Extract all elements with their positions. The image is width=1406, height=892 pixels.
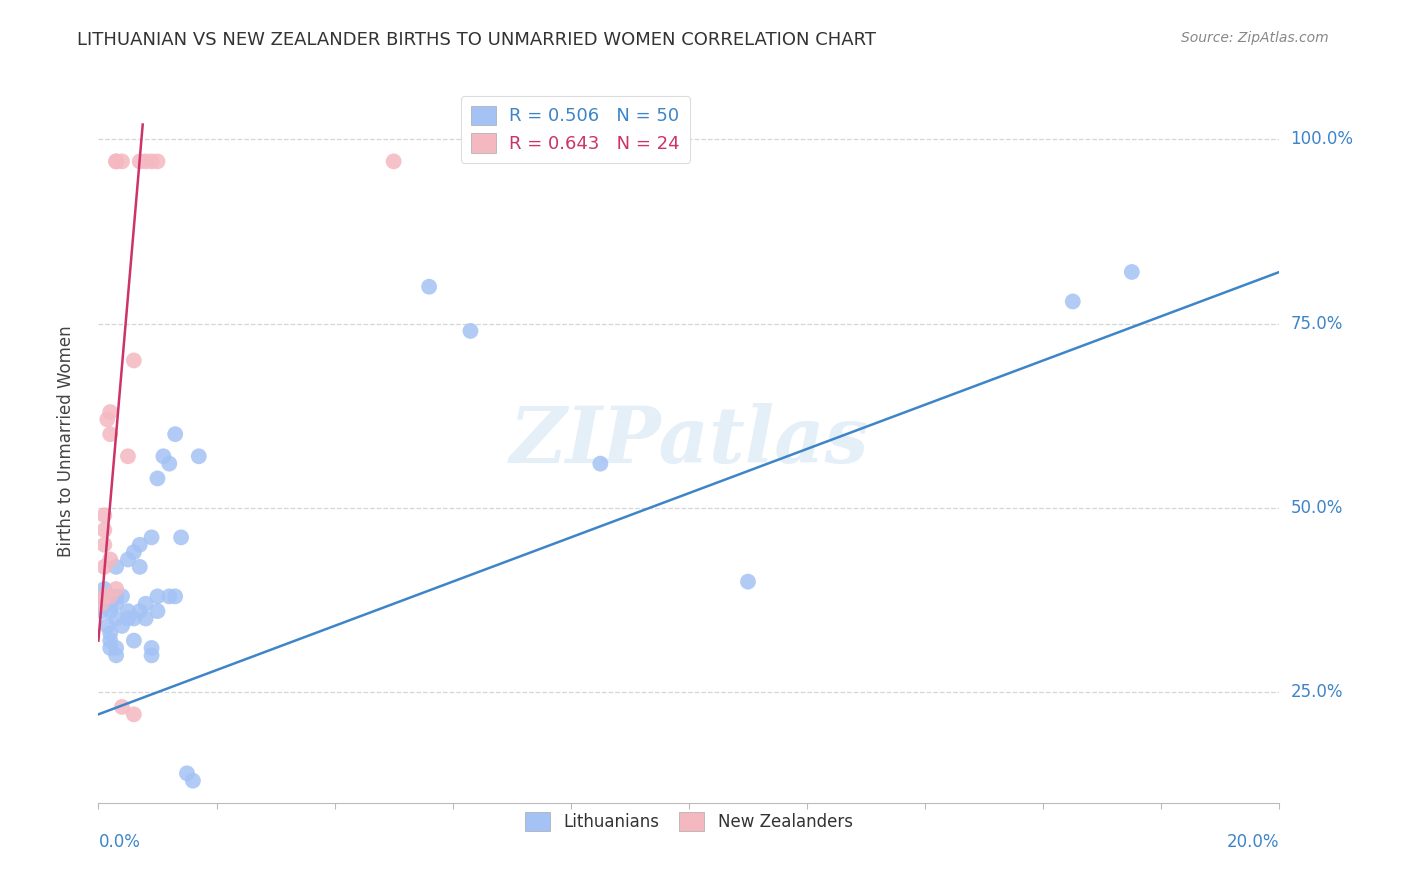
Point [111, 154, 134, 169]
Point [105, 154, 128, 169]
Point [96, 412, 118, 426]
Point [98, 597, 121, 611]
Text: 50.0%: 50.0% [1291, 499, 1343, 516]
Point [98, 405, 121, 419]
Point [122, 545, 145, 559]
Point [93, 582, 115, 596]
Point [98, 590, 121, 604]
Point [141, 648, 163, 663]
Point [128, 538, 150, 552]
Y-axis label: Births to Unmarried Women: Births to Unmarried Women [56, 326, 75, 558]
Point [382, 154, 405, 169]
Point [589, 457, 612, 471]
Point [105, 590, 128, 604]
Point [146, 471, 169, 485]
Point [165, 427, 187, 442]
Point [105, 611, 128, 625]
Point [460, 324, 482, 338]
Point [105, 582, 128, 596]
Point [98, 626, 121, 640]
Point [98, 427, 121, 442]
Legend: Lithuanians, New Zealanders: Lithuanians, New Zealanders [519, 805, 859, 838]
Point [128, 560, 150, 574]
Point [146, 604, 169, 618]
Point [117, 450, 139, 464]
Point [128, 154, 150, 169]
Point [93, 560, 115, 574]
Point [105, 597, 128, 611]
Point [157, 590, 180, 604]
Point [135, 611, 157, 625]
Point [146, 590, 169, 604]
Point [111, 590, 134, 604]
Point [117, 552, 139, 566]
Point [135, 154, 157, 169]
Point [176, 766, 198, 780]
Point [165, 590, 187, 604]
Point [141, 530, 163, 544]
Point [98, 640, 121, 655]
Point [418, 279, 440, 293]
Point [141, 154, 163, 169]
Text: ZIPatlas: ZIPatlas [509, 403, 869, 480]
Point [146, 154, 169, 169]
Text: 25.0%: 25.0% [1291, 683, 1343, 701]
Point [98, 633, 121, 648]
Point [93, 590, 115, 604]
Text: 100.0%: 100.0% [1291, 130, 1354, 148]
Point [105, 154, 128, 169]
Point [93, 590, 115, 604]
Point [157, 457, 180, 471]
Point [90, 597, 112, 611]
Point [105, 640, 128, 655]
Point [93, 523, 115, 537]
Point [181, 773, 204, 788]
Text: LITHUANIAN VS NEW ZEALANDER BIRTHS TO UNMARRIED WOMEN CORRELATION CHART: LITHUANIAN VS NEW ZEALANDER BIRTHS TO UN… [77, 31, 876, 49]
Point [93, 538, 115, 552]
Point [187, 450, 209, 464]
Point [1121, 265, 1143, 279]
Point [98, 552, 121, 566]
Point [117, 611, 139, 625]
Point [96, 619, 118, 633]
Text: Source: ZipAtlas.com: Source: ZipAtlas.com [1181, 31, 1329, 45]
Point [170, 530, 193, 544]
Text: 20.0%: 20.0% [1227, 833, 1279, 851]
Point [90, 604, 112, 618]
Point [737, 574, 759, 589]
Point [105, 648, 128, 663]
Point [93, 597, 115, 611]
Text: 75.0%: 75.0% [1291, 315, 1343, 333]
Point [122, 353, 145, 368]
Point [141, 640, 163, 655]
Point [135, 597, 157, 611]
Point [1062, 294, 1084, 309]
Point [122, 611, 145, 625]
Point [117, 604, 139, 618]
Point [111, 700, 134, 714]
Text: 0.0%: 0.0% [98, 833, 141, 851]
Point [93, 508, 115, 523]
Point [98, 604, 121, 618]
Point [152, 450, 174, 464]
Point [128, 604, 150, 618]
Point [122, 633, 145, 648]
Point [105, 560, 128, 574]
Point [111, 619, 134, 633]
Point [122, 707, 145, 722]
